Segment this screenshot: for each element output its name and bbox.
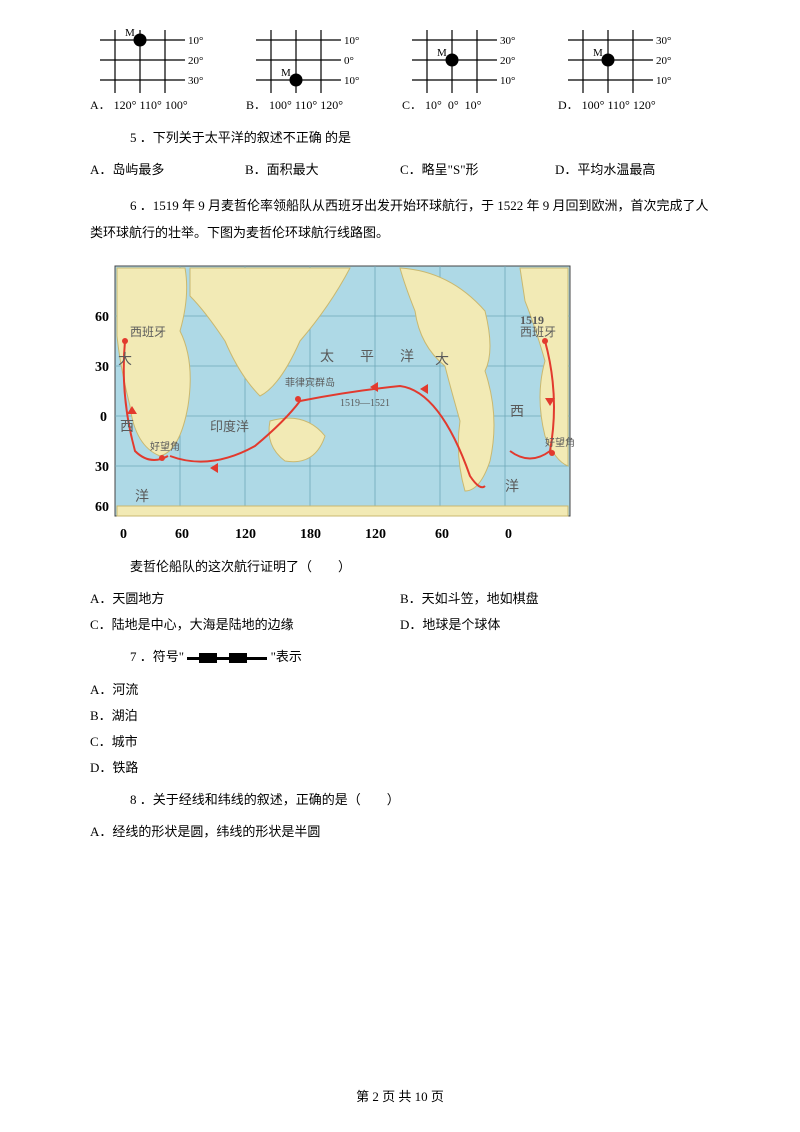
svg-text:0: 0 [100, 410, 107, 425]
svg-text:10°: 10° [188, 35, 203, 47]
svg-text:60: 60 [435, 527, 449, 542]
svg-text:10°: 10° [344, 75, 359, 87]
svg-text:120: 120 [365, 527, 386, 542]
grid-b-svg: M 10° 0° 10° [246, 25, 374, 103]
svg-text:1519: 1519 [520, 313, 544, 327]
svg-text:M: M [593, 47, 603, 59]
svg-text:30°: 30° [500, 35, 515, 47]
q6-c: C．陆地是中心，大海是陆地的边缘 [90, 614, 400, 636]
q6-d: D．地球是个球体 [400, 614, 710, 636]
svg-text:60: 60 [95, 310, 109, 325]
q8-a: A．经线的形状是圆，纬线的形状是半圆 [90, 821, 710, 843]
grid-d: M 30° 20° 10° D． 100° 110° 120° [558, 25, 686, 115]
q5-c: C．略呈"S"形 [400, 159, 555, 181]
svg-text:120: 120 [235, 527, 256, 542]
option-letter-d: D． [558, 98, 579, 112]
q6-prompt: 麦哲伦船队的这次航行证明了（ ） [130, 556, 710, 578]
svg-text:大: 大 [118, 352, 132, 368]
svg-text:印度洋: 印度洋 [210, 419, 249, 434]
svg-text:太 平 洋: 太 平 洋 [320, 349, 420, 365]
q5-options: A．岛屿最多 B．面积最大 C．略呈"S"形 D．平均水温最高 [90, 159, 710, 181]
q4-grid-options: M 10° 20° 30° A． 120° 110° 100° M 10° 0°… [90, 25, 710, 115]
q7-text: 7 ．符号" "表示 [130, 646, 710, 668]
svg-text:大: 大 [435, 352, 449, 368]
svg-text:30: 30 [95, 460, 109, 475]
svg-text:1519—1521: 1519—1521 [340, 398, 390, 409]
svg-text:0: 0 [505, 527, 512, 542]
svg-text:10°: 10° [344, 35, 359, 47]
svg-text:180: 180 [300, 527, 321, 542]
svg-text:30°: 30° [188, 75, 203, 87]
option-letter-b: B． [246, 98, 266, 112]
railway-symbol-icon [187, 652, 267, 664]
q7-d: D．铁路 [90, 757, 710, 779]
svg-text:洋: 洋 [135, 489, 149, 505]
grid-c-svg: M 30° 20° 10° [402, 25, 530, 103]
grid-a: M 10° 20° 30° A． 120° 110° 100° [90, 25, 218, 115]
svg-text:30°: 30° [656, 35, 671, 47]
page-footer: 第 2 页 共 10 页 [0, 1086, 800, 1108]
q5-text: 5 ．下列关于太平洋的叙述不正确 的是 [130, 127, 710, 149]
q8-text: 8 ．关于经线和纬线的叙述，正确的是（ ） [130, 789, 710, 811]
grid-b: M 10° 0° 10° B． 100° 110° 120° [246, 25, 374, 115]
svg-text:西班牙: 西班牙 [130, 325, 166, 339]
svg-text:洋: 洋 [505, 479, 519, 495]
option-letter-c: C． [402, 98, 422, 112]
svg-text:西: 西 [120, 420, 134, 435]
q5-d: D．平均水温最高 [555, 159, 710, 181]
svg-text:西班牙: 西班牙 [520, 325, 556, 339]
svg-text:菲律宾群岛: 菲律宾群岛 [285, 376, 335, 389]
svg-text:M: M [281, 67, 291, 79]
svg-text:西: 西 [510, 405, 524, 420]
svg-text:60: 60 [175, 527, 189, 542]
q7-c: C．城市 [90, 731, 710, 753]
magellan-map: 西班牙 西班牙 1519 太 平 洋 大 大 西 西 洋 洋 印度洋 菲律宾群岛… [90, 256, 590, 546]
grid-d-svg: M 30° 20° 10° [558, 25, 686, 103]
svg-text:0°: 0° [344, 55, 354, 67]
q6-row1: A．天圆地方 B．天如斗笠，地如棋盘 [90, 588, 710, 610]
svg-text:10°: 10° [500, 75, 515, 87]
svg-text:好望角: 好望角 [150, 440, 180, 453]
svg-text:好望角: 好望角 [545, 436, 575, 449]
svg-text:M: M [125, 27, 135, 39]
option-letter-a: A． [90, 98, 111, 112]
q5-a: A．岛屿最多 [90, 159, 245, 181]
q7-b: B．湖泊 [90, 705, 710, 727]
q5-b: B．面积最大 [245, 159, 400, 181]
svg-text:30: 30 [95, 360, 109, 375]
q6-row2: C．陆地是中心，大海是陆地的边缘 D．地球是个球体 [90, 614, 710, 636]
grid-c: M 30° 20° 10° C． 10° 0° 10° [402, 25, 530, 115]
svg-text:M: M [437, 47, 447, 59]
grid-a-svg: M 10° 20° 30° [90, 25, 218, 103]
svg-text:20°: 20° [500, 55, 515, 67]
svg-text:60: 60 [95, 500, 109, 515]
q6-intro: 6 ．1519 年 9 月麦哲伦率领船队从西班牙出发开始环球航行，于 1522 … [90, 192, 710, 247]
q7-a: A．河流 [90, 679, 710, 701]
q6-b: B．天如斗笠，地如棋盘 [400, 588, 710, 610]
svg-text:10°: 10° [656, 75, 671, 87]
svg-text:20°: 20° [188, 55, 203, 67]
svg-text:0: 0 [120, 527, 127, 542]
q6-a: A．天圆地方 [90, 588, 400, 610]
svg-text:20°: 20° [656, 55, 671, 67]
